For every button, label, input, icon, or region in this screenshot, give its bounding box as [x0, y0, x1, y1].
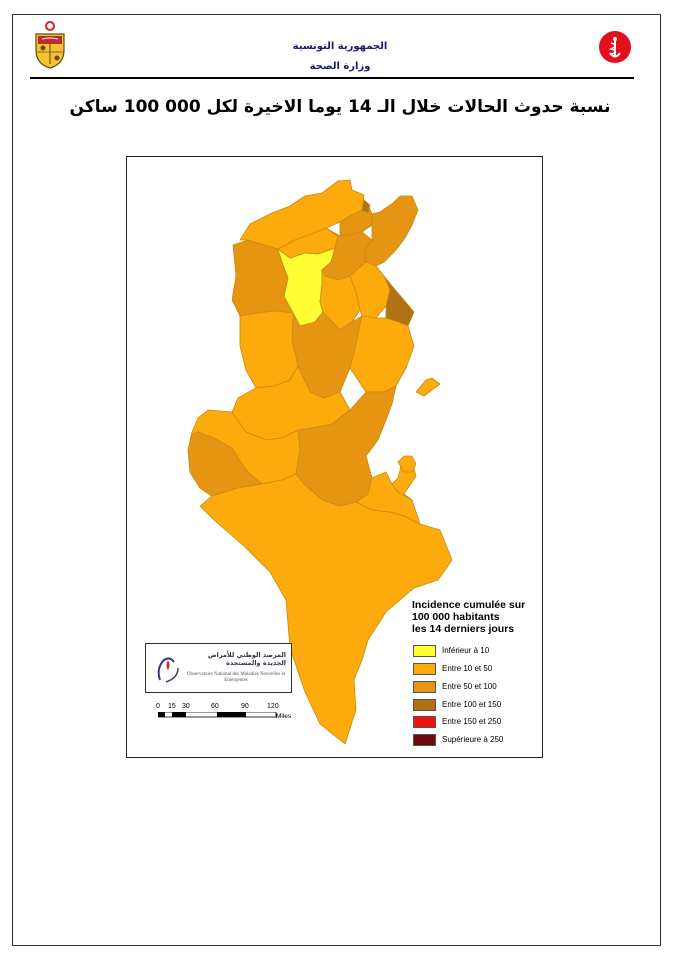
scale-tick-label: 15 — [168, 703, 176, 710]
scale-tick-label: 90 — [241, 703, 249, 710]
legend-swatch — [413, 645, 436, 657]
legend-label: Entre 100 et 150 — [442, 700, 502, 709]
scale-tick-label: 30 — [182, 703, 190, 710]
region-kerkennah — [415, 377, 441, 397]
observatory-name-arabic: المرصد الوطني للأمراض الجديدة والمستجدة — [207, 651, 286, 667]
region-djerba — [397, 455, 417, 473]
header-country-text: الجمهورية التونسية — [292, 41, 388, 52]
legend-label: Entre 50 et 100 — [442, 682, 497, 691]
observatory-name-french: Observatoire National des Maladies Nouve… — [186, 672, 286, 683]
scale-tick-label: 120 — [267, 703, 279, 710]
region-nabeul — [364, 195, 419, 267]
legend-title-line2: 100 000 habitants — [412, 611, 500, 623]
legend-label: Inférieur à 10 — [442, 646, 490, 655]
legend-swatch — [413, 699, 436, 711]
region-tozeur — [187, 431, 263, 497]
region-ariana — [361, 199, 371, 214]
legend-label: Entre 10 et 50 — [442, 664, 493, 673]
legend-title: Incidence cumulée sur 100 000 habitants … — [412, 599, 552, 635]
legend-swatch — [413, 716, 436, 728]
scale-bar-graphic — [158, 712, 277, 718]
legend-title-line3: les 14 derniers jours — [412, 623, 515, 635]
legend-swatch — [413, 734, 436, 746]
region-mahdia — [349, 315, 415, 393]
legend-title-line1: Incidence cumulée sur — [412, 599, 526, 611]
region-siliana — [319, 269, 361, 331]
tunisia-emblem-icon — [35, 21, 65, 69]
region-kasserine — [239, 310, 299, 389]
legend-label: Supérieure à 250 — [442, 735, 504, 744]
observatory-logo-box: المرصد الوطني للأمراض الجديدة والمستجدة … — [145, 643, 292, 693]
scale-unit-label: Miles — [276, 713, 292, 720]
scale-tick-label: 60 — [211, 703, 219, 710]
region-kebili — [199, 473, 453, 745]
scale-tick-label: 0 — [156, 703, 160, 710]
ministry-of-health-logo-icon — [599, 31, 631, 63]
observatory-logo-icon — [157, 657, 179, 683]
map-title: نسبة حدوث الحالات خلال الـ 14 يوما الاخي… — [69, 97, 611, 117]
legend-label: Entre 150 et 250 — [442, 717, 502, 726]
legend-swatch — [413, 663, 436, 675]
header-ministry-text: وزارة الصحة — [309, 61, 371, 72]
page-frame — [12, 14, 661, 946]
legend-swatch — [413, 681, 436, 693]
header-divider — [30, 77, 634, 79]
